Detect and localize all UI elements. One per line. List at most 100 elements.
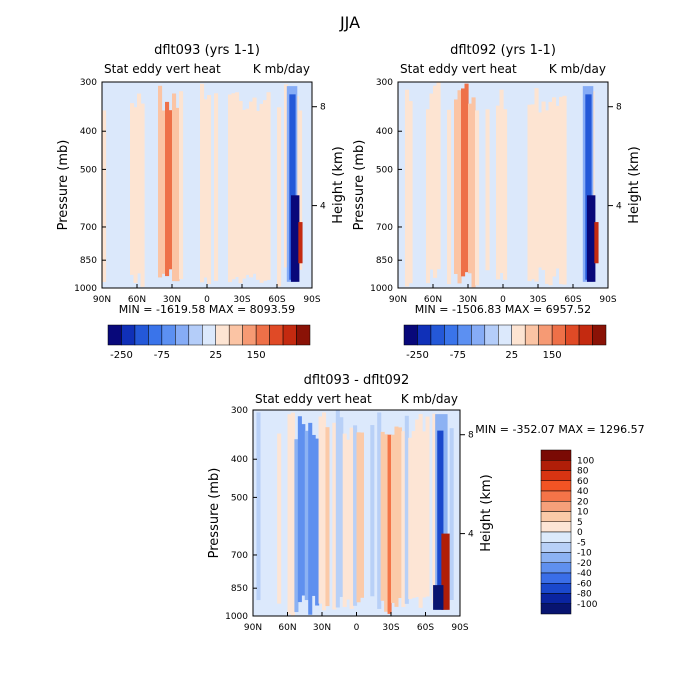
field-cell (294, 439, 299, 613)
field-cell (133, 107, 138, 284)
y-tick-label: 400 (231, 455, 248, 465)
x-tick-label: 60S (417, 623, 434, 633)
field-cell (291, 195, 300, 282)
colorbar-label: 80 (577, 467, 589, 477)
field-cell (298, 222, 303, 264)
field-cell (387, 434, 392, 614)
field-cell (380, 431, 385, 601)
colorbar-swatch (282, 324, 297, 346)
y2-tick-label: 8 (320, 103, 326, 113)
field-cell (461, 88, 466, 277)
field-cell (263, 100, 268, 281)
colorbar-label: 20 (577, 497, 589, 507)
min-max-stats: MIN = -1619.58 MAX = 8093.59 (119, 303, 295, 316)
colorbar-swatch (511, 324, 526, 346)
field-cell (335, 410, 340, 608)
chart-panel: dflt093 - dflt092 Stat eddy vert heat K mb… (207, 373, 645, 633)
y-tick-label: 700 (80, 223, 97, 233)
field-cell (422, 431, 427, 598)
colorbar-label: -75 (450, 350, 466, 361)
colorbar-swatch (228, 324, 243, 346)
colorbar-swatch (161, 324, 176, 346)
y2-tick-label: 4 (616, 202, 622, 212)
field-cell (449, 428, 454, 600)
y-tick-label: 1000 (370, 284, 393, 294)
field-cell (457, 90, 462, 284)
field-cell (405, 89, 410, 287)
colorbar-swatch (444, 324, 459, 346)
field-cell (249, 101, 254, 278)
colorbar-swatch (565, 324, 580, 346)
field-cell (552, 97, 557, 277)
colorbar-swatch (457, 324, 472, 346)
field-cell (503, 109, 508, 280)
field-cell (200, 83, 205, 283)
colorbar-label: -100 (577, 600, 598, 610)
y2-tick-label: 4 (468, 530, 474, 540)
field-cell (408, 101, 413, 284)
x-tick-label: 30S (233, 295, 250, 305)
colorbar-label: 150 (247, 350, 266, 361)
x-tick-label: 30N (459, 295, 477, 305)
field-cell (168, 110, 173, 270)
field-cell (290, 412, 295, 616)
panel-title: dflt093 (yrs 1-1) (154, 43, 260, 58)
colorbar-label: 25 (505, 350, 518, 361)
field-cell (499, 89, 504, 274)
colorbar-label: -40 (577, 569, 592, 579)
colorbar-swatch (540, 562, 572, 574)
colorbar-swatch (188, 324, 203, 346)
x-tick-label: 60N (424, 295, 442, 305)
min-max-stats: MIN = -352.07 MAX = 1296.57 (475, 423, 644, 436)
x-tick-label: 60S (564, 295, 581, 305)
colorbar-swatch (538, 324, 553, 346)
field-cell (102, 110, 107, 283)
field-cell (346, 439, 351, 600)
colorbar-swatch (540, 511, 572, 522)
field-cell (394, 426, 399, 607)
field-cell (137, 93, 142, 274)
y-tick-label: 300 (376, 78, 393, 88)
x-tick-label: 0 (354, 623, 360, 633)
field-cell (140, 103, 145, 287)
field-cell (332, 422, 337, 610)
colorbar-label: -10 (577, 549, 592, 559)
field-cell (311, 434, 316, 596)
field-cell (587, 195, 596, 282)
colorbar-label: 0 (577, 528, 583, 538)
field-cell (356, 432, 361, 603)
colorbar-swatch (134, 324, 149, 346)
colorbar-swatch (524, 324, 539, 346)
field-cell (238, 100, 243, 284)
field-cell (408, 437, 413, 600)
y2-tick-label: 4 (320, 202, 326, 212)
x-tick-label: 30S (382, 623, 399, 633)
colorbar-swatch (592, 324, 607, 346)
field-cell (287, 414, 292, 615)
x-tick-label: 90N (389, 295, 407, 305)
y-tick-label: 1000 (74, 284, 97, 294)
field-cell (308, 422, 313, 615)
field-cell (161, 110, 166, 274)
y-axis-label: Pressure (mb) (352, 140, 367, 231)
field-cell (585, 94, 592, 280)
colorbar-swatch (540, 552, 572, 563)
field-cell (370, 425, 375, 597)
field-cell (432, 413, 437, 604)
y2-tick-label: 8 (616, 103, 622, 113)
field-cell (353, 425, 358, 606)
field-cell (231, 93, 236, 280)
field-cell (158, 85, 163, 278)
field-cell (266, 92, 271, 280)
field-cell (418, 414, 423, 608)
field-cell (297, 416, 302, 603)
colorbar-label: -250 (110, 350, 133, 361)
field-cell (256, 111, 261, 280)
field-cell (468, 103, 473, 274)
colorbar-swatch (269, 324, 284, 346)
colorbar-label: -20 (577, 559, 592, 569)
y-tick-label: 300 (80, 78, 97, 88)
y-tick-label: 1000 (225, 612, 248, 622)
field-cell (441, 533, 450, 610)
field-cell (384, 434, 389, 612)
